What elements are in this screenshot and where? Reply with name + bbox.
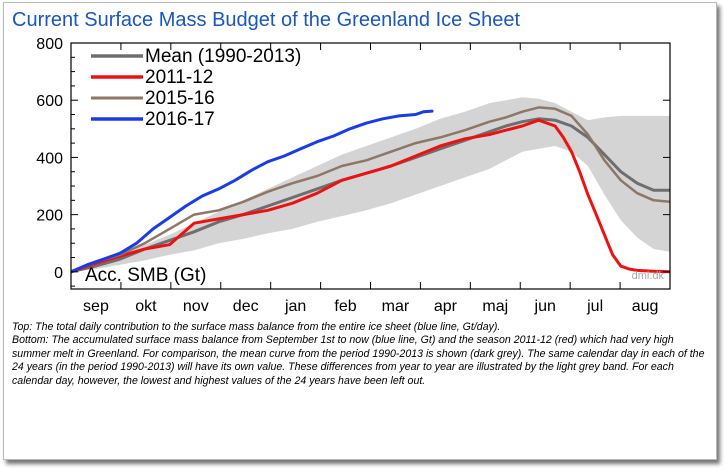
- caption-top: Top: The total daily contribution to the…: [12, 321, 501, 333]
- series-line-3: [71, 109, 434, 274]
- series-line-1: [71, 118, 670, 274]
- chart-title: Current Surface Mass Budget of the Green…: [12, 9, 521, 31]
- source-label: dmi.dk: [632, 270, 665, 282]
- caption-bottom: Bottom: The accumulated surface mass bal…: [12, 334, 705, 387]
- month-label-mar: mar: [382, 298, 410, 315]
- month-label-apr: apr: [434, 298, 458, 315]
- month-label-jan: jan: [284, 298, 306, 315]
- month-label-aug: aug: [632, 298, 659, 315]
- month-label-feb: feb: [334, 298, 356, 315]
- y-tick-label: 0: [54, 265, 63, 282]
- y-tick-label: 800: [36, 36, 63, 53]
- figure-frame: Current Surface Mass Budget of the Green…: [3, 2, 717, 460]
- month-label-sep: sep: [83, 298, 109, 315]
- legend-label-2: 2015-16: [145, 88, 215, 109]
- legend-label-1: 2011-12: [145, 67, 213, 88]
- smb-chart: 0 200 400 600 800 sep okt nov dec jan feb mar apr maj…: [36, 36, 671, 315]
- y-tick-label: 600: [36, 93, 63, 110]
- month-label-okt: okt: [135, 298, 157, 315]
- month-label-nov: nov: [183, 298, 209, 315]
- y-axis-label: Acc. SMB (Gt): [85, 265, 206, 286]
- month-label-dec: dec: [233, 298, 259, 315]
- series-line-2: [71, 106, 670, 274]
- caption: Top: The total daily contribution to the…: [12, 321, 708, 388]
- y-tick-label: 400: [36, 150, 63, 167]
- month-label-maj: maj: [482, 298, 508, 315]
- y-tick-label: 200: [36, 208, 63, 225]
- month-label-jul: jul: [586, 298, 603, 315]
- legend-label-3: 2016-17: [145, 109, 215, 130]
- month-label-jun: jun: [534, 298, 556, 315]
- legend-label-0: Mean (1990-2013): [145, 46, 301, 67]
- variability-band: [71, 97, 670, 272]
